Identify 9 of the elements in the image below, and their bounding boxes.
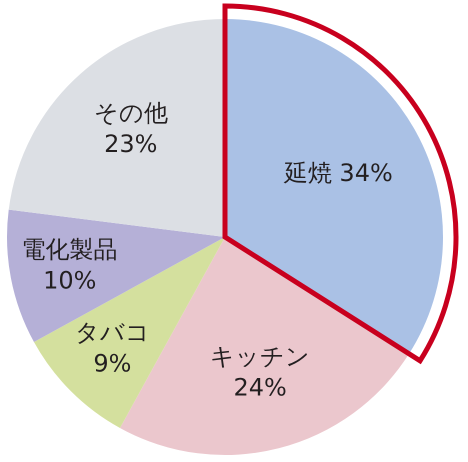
data-label: 10% — [43, 266, 96, 294]
slice-label: タバコ — [74, 318, 150, 346]
data-label: 23% — [104, 130, 158, 158]
slice-label: 電化製品 — [22, 235, 118, 264]
slice-label: キッチン — [210, 342, 310, 371]
slice-label: 延焼 34% — [282, 158, 393, 187]
data-label: 24% — [233, 374, 287, 402]
data-label: 9% — [93, 349, 132, 378]
slice-label: その他 — [94, 98, 168, 127]
